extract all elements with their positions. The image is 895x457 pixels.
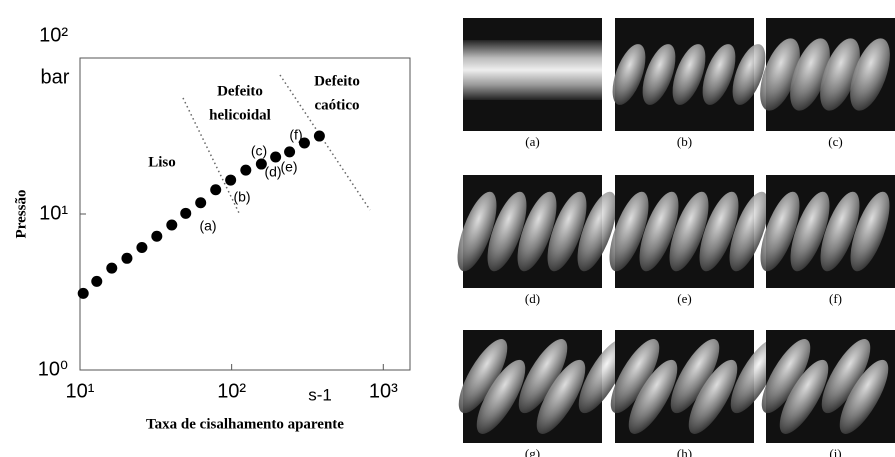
data-point <box>284 146 295 157</box>
x-axis-label: Taxa de cisalhamento aparente <box>146 416 344 432</box>
photo-caption: (g) <box>525 446 540 457</box>
photo-caption: (c) <box>828 134 842 149</box>
point-label: (d) <box>264 164 281 180</box>
data-point <box>151 231 162 242</box>
photo-caption: (a) <box>525 134 539 149</box>
x-tick-label: 10³ <box>369 380 398 402</box>
x-tick-label: 10¹ <box>66 380 95 402</box>
extrudate <box>463 40 602 100</box>
region-label: caótico <box>315 97 360 113</box>
y-tick-label: 10¹ <box>39 202 68 224</box>
point-label: (e) <box>280 159 297 175</box>
x-unit: s-1 <box>308 385 332 404</box>
point-label: (c) <box>251 143 267 159</box>
data-point <box>121 253 132 264</box>
data-point <box>106 263 117 274</box>
y-axis-label: Pressão <box>13 190 29 239</box>
region-label: Defeito <box>217 83 263 99</box>
y-tick-label: 10⁰ <box>38 358 68 380</box>
y-tick-label: 10² <box>39 24 68 46</box>
data-point <box>240 165 251 176</box>
data-point <box>210 184 221 195</box>
plot-frame <box>80 58 410 370</box>
photo-caption: (i) <box>829 446 841 457</box>
region-label: helicoidal <box>209 107 271 123</box>
data-point <box>91 276 102 287</box>
photo-caption: (e) <box>677 291 691 306</box>
photo-caption: (f) <box>829 291 842 306</box>
data-point <box>180 208 191 219</box>
region-label: Liso <box>148 154 176 170</box>
figure: Pressão Taxa de cisalhamento aparente ba… <box>0 0 895 457</box>
data-point <box>314 131 325 142</box>
data-point <box>195 197 206 208</box>
data-point <box>225 175 236 186</box>
data-point <box>78 288 89 299</box>
point-label: (b) <box>233 189 250 205</box>
data-point <box>166 220 177 231</box>
x-tick-label: 10² <box>217 380 246 402</box>
region-label: Defeito <box>314 73 360 89</box>
point-label: (f) <box>289 127 302 143</box>
photo-caption: (h) <box>677 446 692 457</box>
photo-caption: (b) <box>677 134 692 149</box>
point-label: (a) <box>199 218 216 234</box>
y-unit: bar <box>41 66 70 88</box>
photo-caption: (d) <box>525 291 540 306</box>
data-point <box>136 242 147 253</box>
